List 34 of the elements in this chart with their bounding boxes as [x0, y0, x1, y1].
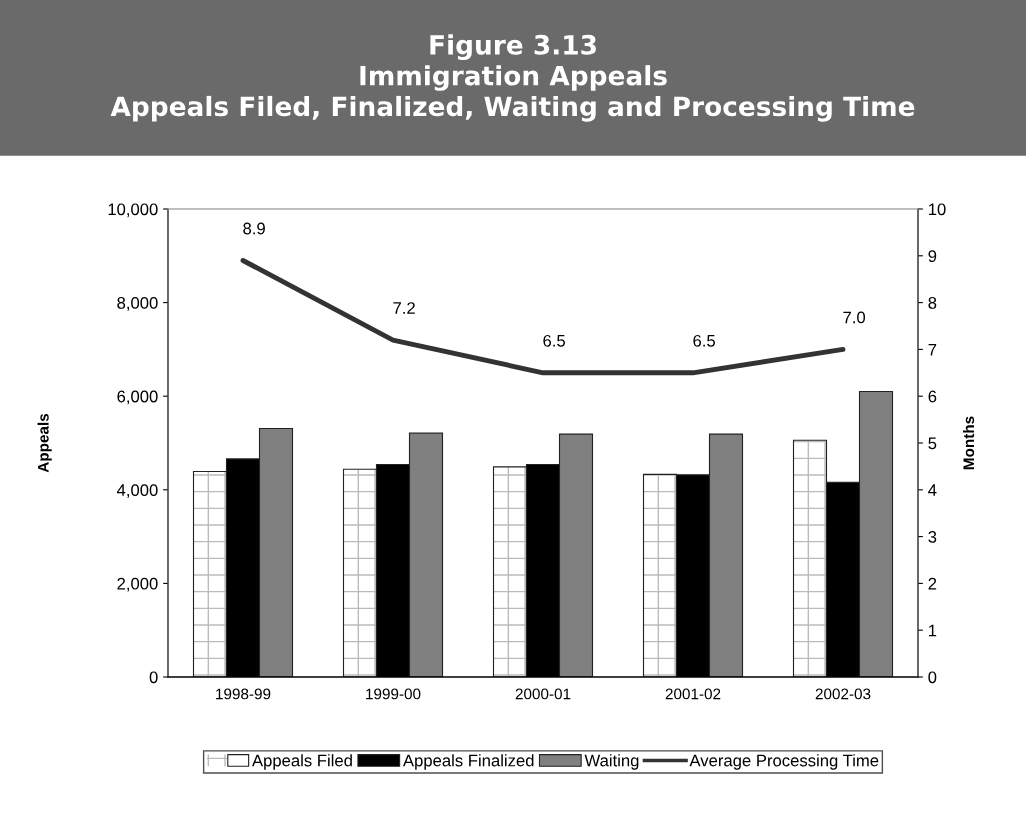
- legend-label: Waiting: [584, 754, 639, 770]
- data-label: 6.5: [543, 334, 565, 347]
- y2-axis-title: Months: [962, 416, 975, 470]
- data-label: 6.5: [693, 334, 715, 347]
- y-tick-label: 0: [149, 671, 158, 684]
- x-tick-label: 2000-01: [515, 688, 571, 700]
- y2-tick-label: 7: [928, 343, 937, 356]
- y-tick-label: 4,000: [116, 484, 158, 498]
- y-tick-label: 10,000: [108, 203, 158, 218]
- y2-tick-label: 2: [928, 577, 937, 590]
- y2-tick-label: 6: [928, 390, 937, 403]
- x-tick-label: 2001-02: [665, 688, 721, 700]
- legend-label: Appeals Finalized: [402, 754, 534, 770]
- data-label: 8.9: [243, 222, 265, 235]
- x-tick-label: 1998-99: [216, 688, 271, 700]
- y2-tick-label: 5: [928, 437, 937, 450]
- y2-tick-label: 3: [928, 531, 937, 543]
- y2-tick-label: 0: [928, 671, 937, 684]
- y2-tick-label: 9: [928, 250, 937, 262]
- x-tick-label: 2002-03: [815, 688, 871, 700]
- legend-label: Average Processing Time: [689, 754, 879, 770]
- data-label: 7.2: [393, 302, 415, 314]
- legend-label: Appeals Filed: [251, 754, 352, 770]
- y-axis-title: Appeals: [37, 413, 52, 473]
- y2-tick-label: 1: [928, 624, 937, 637]
- y2-tick-label: 10: [928, 203, 946, 216]
- y2-tick-label: 4: [928, 484, 937, 496]
- y-tick-label: 2,000: [117, 577, 158, 592]
- y-tick-label: 6,000: [117, 390, 158, 405]
- chart-title: Figure 3.13 Immigration Appeals Appeals Filed, Finalized, Waiting and Processing Time: [110, 34, 915, 122]
- x-tick-label: 1999-00: [366, 688, 421, 700]
- data-label: 7.0: [843, 311, 866, 324]
- y-tick-label: 8,000: [117, 297, 158, 311]
- y2-tick-label: 8: [928, 297, 937, 309]
